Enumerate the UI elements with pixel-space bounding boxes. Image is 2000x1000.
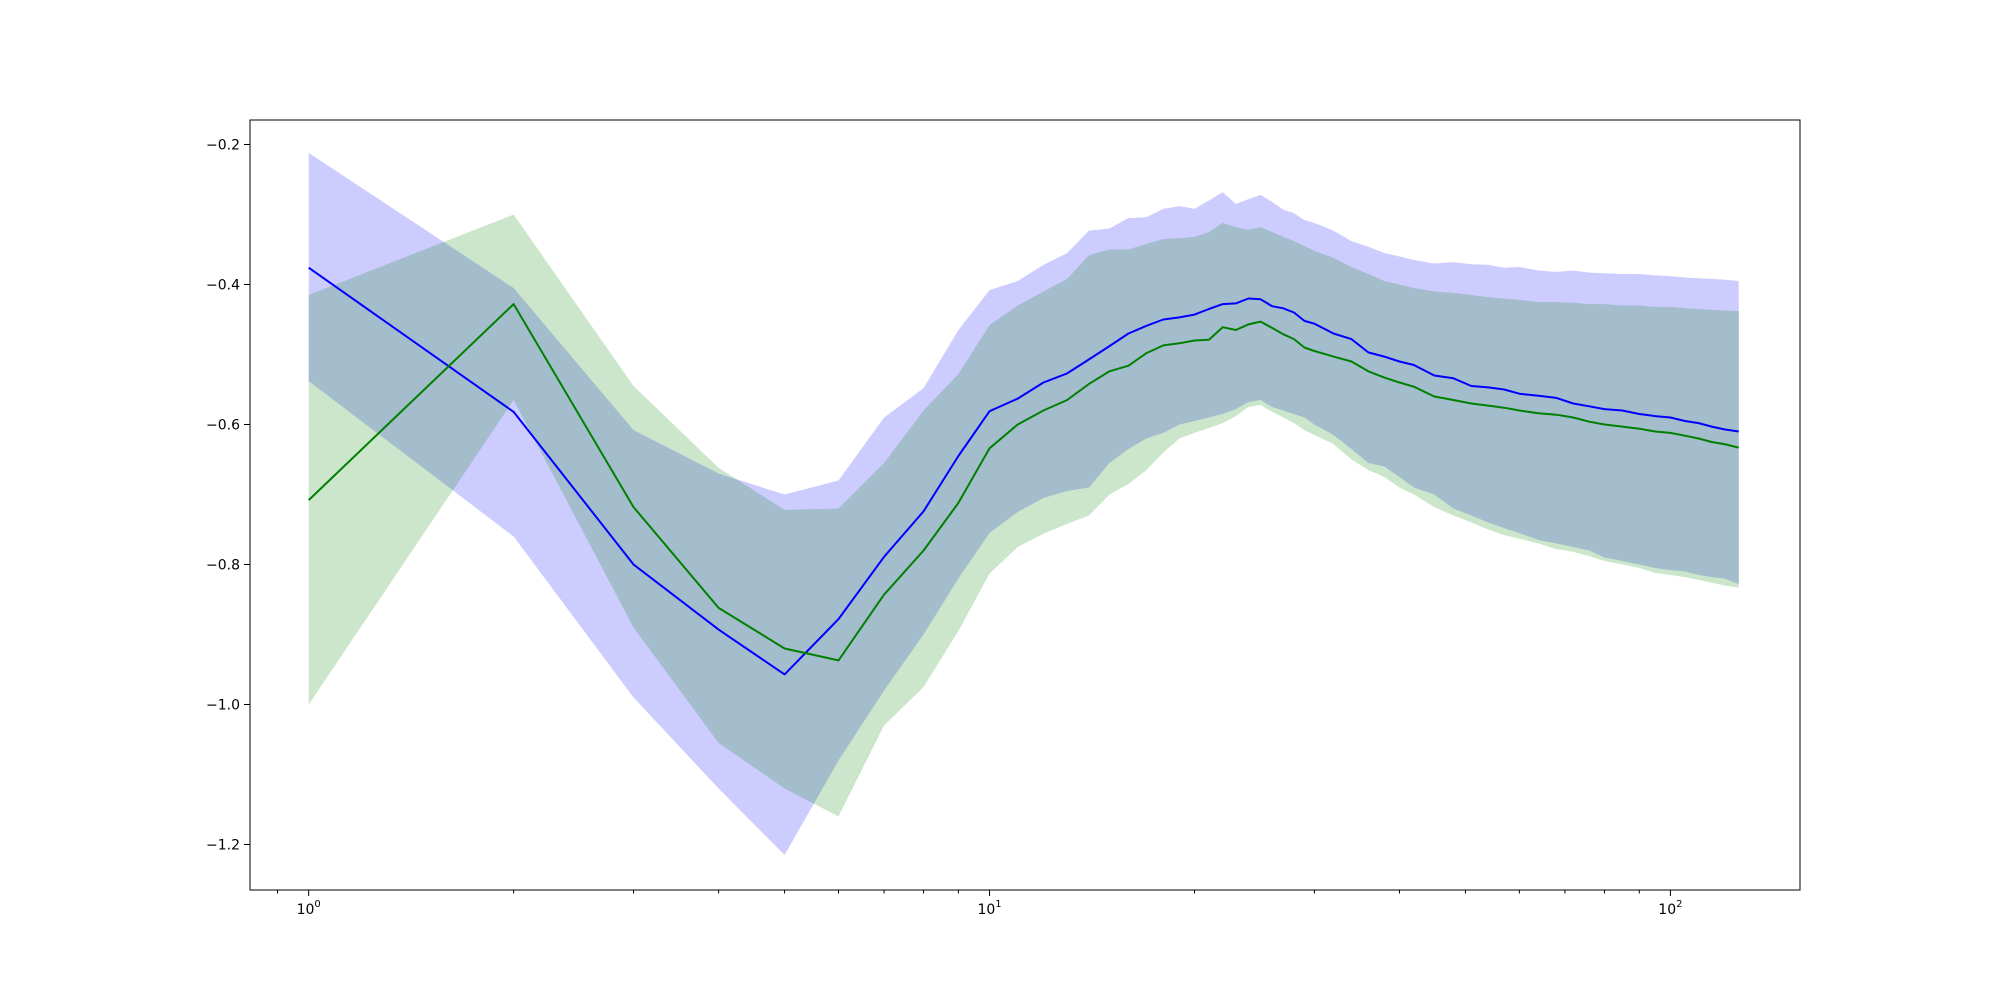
y-tick-label: −0.4 bbox=[206, 278, 240, 294]
y-tick-label: −0.2 bbox=[206, 138, 240, 154]
x-tick-label: 101 bbox=[977, 899, 1001, 918]
series-lines bbox=[307, 266, 1739, 676]
y-tick-label: −1.0 bbox=[206, 698, 240, 714]
confidence-band-1 bbox=[308, 152, 1739, 855]
y-axis: −1.2 −1.0 −0.8 −0.6 −0.4 −0.2 bbox=[206, 138, 250, 854]
x-tick-label: 102 bbox=[1658, 899, 1682, 918]
y-tick-label: −0.8 bbox=[206, 558, 240, 574]
x-axis: 100 101 102 bbox=[277, 890, 1683, 918]
x-tick-label: 100 bbox=[297, 899, 321, 918]
series-line-2 bbox=[307, 303, 1739, 662]
y-tick-label: −1.2 bbox=[206, 838, 240, 854]
series-line-1 bbox=[308, 266, 1739, 676]
confidence-band-2 bbox=[308, 214, 1739, 817]
confidence-bands bbox=[308, 152, 1739, 855]
y-tick-label: −0.6 bbox=[206, 418, 240, 434]
plot-frame bbox=[249, 119, 1801, 891]
